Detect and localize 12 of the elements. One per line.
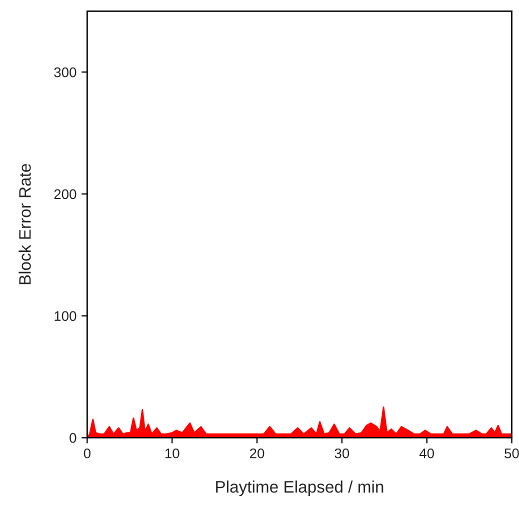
x-tick-label: 0 (84, 448, 91, 458)
x-axis-title: Playtime Elapsed / min (216, 480, 384, 496)
x-tick-label: 20 (250, 448, 264, 458)
y-tick-label: 100 (54, 311, 76, 321)
y-tick-label: 300 (54, 67, 76, 78)
x-tick-label: 40 (419, 448, 434, 458)
y-tick-label: 0 (70, 433, 76, 443)
y-tick-label: 200 (54, 189, 76, 200)
y-axis-title: Block Error Rate (18, 164, 31, 284)
x-tick-label: 30 (334, 448, 350, 458)
x-tick-label: 50 (504, 448, 519, 458)
x-tick-label: 10 (165, 448, 180, 458)
